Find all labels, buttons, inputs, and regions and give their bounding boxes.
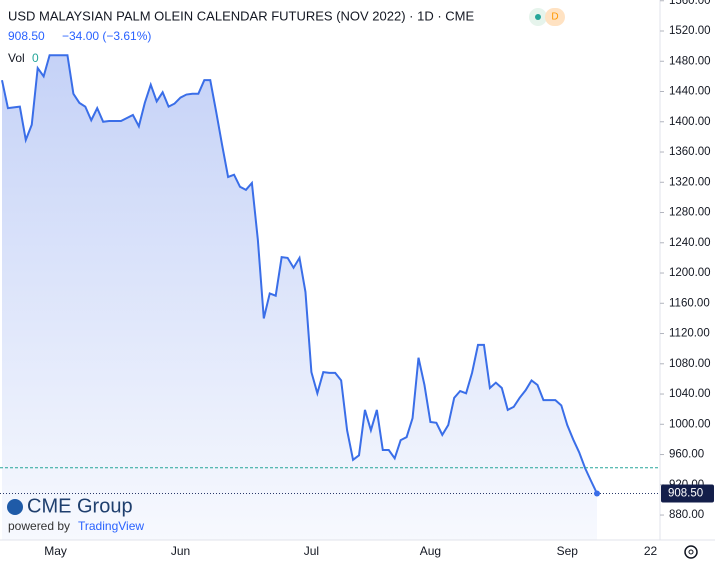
y-tick-label: 1320.00 <box>669 176 711 188</box>
price-line <box>1 54 598 494</box>
y-tick-label: 1560.00 <box>669 0 711 7</box>
x-tick-label: Sep <box>557 544 579 558</box>
x-tick-label: Jul <box>304 544 319 558</box>
brand: CME Group <box>27 495 133 517</box>
y-tick-label: 1040.00 <box>669 388 711 400</box>
last-price: 908.50 <box>8 29 45 43</box>
y-tick-label: 1000.00 <box>669 418 711 430</box>
price-change: −34.00 (−3.61%) <box>62 29 151 43</box>
plot <box>0 54 660 540</box>
last-price-label: 908.50 <box>668 488 703 500</box>
y-tick-label: 1160.00 <box>669 297 710 309</box>
x-tick-label: 22 <box>644 544 658 558</box>
y-tick-label: 1440.00 <box>669 86 711 98</box>
powered-name: TradingView <box>78 519 144 533</box>
settings-icon[interactable] <box>684 545 698 559</box>
y-tick-label: 880.00 <box>669 509 704 521</box>
y-tick-label: 1200.00 <box>669 267 711 279</box>
x-tick-label: Jun <box>171 544 190 558</box>
logo: CME Group powered by TradingView <box>7 495 144 533</box>
logo-mark <box>7 499 23 515</box>
y-tick-label: 1080.00 <box>669 358 711 370</box>
y-tick-label: 1360.00 <box>669 146 711 158</box>
y-tick-label: 1400.00 <box>669 116 711 128</box>
volume-label: Vol <box>8 51 25 65</box>
chart-title: USD MALAYSIAN PALM OLEIN CALENDAR FUTURE… <box>8 8 475 23</box>
powered-by: powered by <box>8 519 70 533</box>
x-tick-label: Aug <box>420 544 441 558</box>
y-tick-label: 1240.00 <box>669 237 711 249</box>
area-fill <box>2 55 597 540</box>
gear[interactable] <box>684 545 698 559</box>
y-tick-label: 1280.00 <box>669 207 711 219</box>
status-dot <box>535 14 541 20</box>
badge: D <box>551 12 558 23</box>
last-price-badge <box>661 484 714 503</box>
y-tick-label: 1520.00 <box>669 25 711 37</box>
last-point <box>594 490 600 497</box>
y-tick-label: 960.00 <box>669 449 704 461</box>
x-tick-label: May <box>44 544 67 558</box>
volume-value: 0 <box>32 51 39 65</box>
y-tick-label: 1120.00 <box>669 328 710 340</box>
gear-core[interactable] <box>688 549 694 555</box>
y-tick-label: 1480.00 <box>669 55 711 67</box>
badge-bg <box>545 8 565 26</box>
